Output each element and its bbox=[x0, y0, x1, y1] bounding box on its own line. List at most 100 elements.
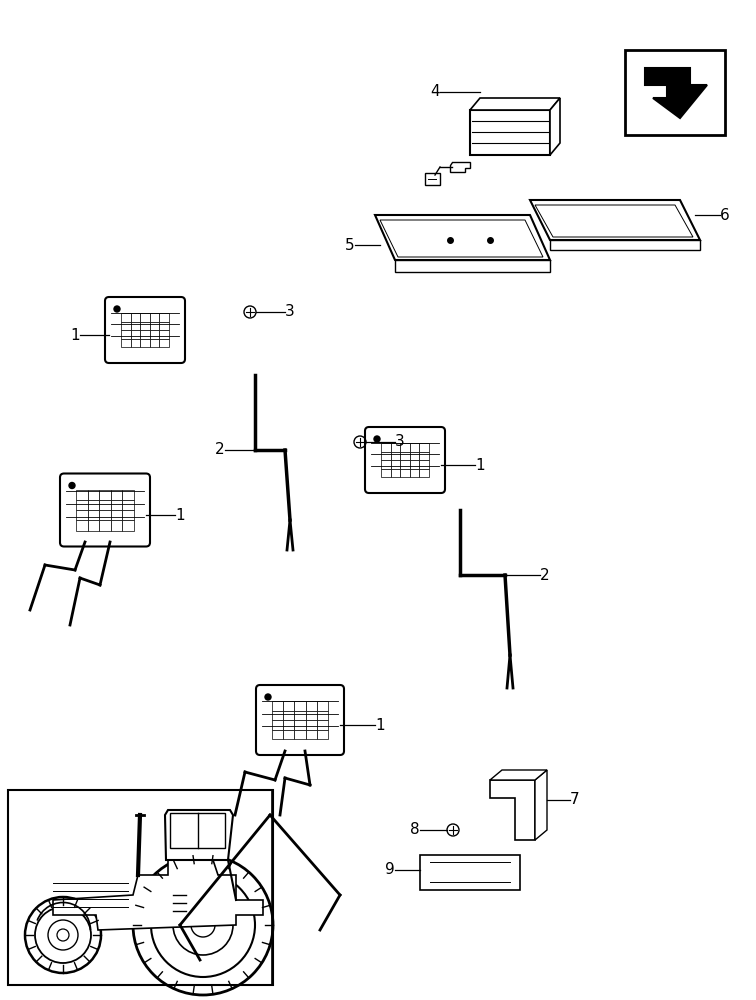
Bar bbox=[99, 489, 111, 500]
Bar bbox=[284, 720, 294, 730]
Text: 3: 3 bbox=[395, 434, 404, 450]
Bar bbox=[122, 489, 134, 500]
Circle shape bbox=[114, 306, 120, 312]
Bar bbox=[470, 110, 550, 155]
Text: 1: 1 bbox=[475, 458, 485, 473]
Bar bbox=[160, 330, 169, 338]
Circle shape bbox=[265, 694, 271, 700]
Polygon shape bbox=[450, 162, 470, 172]
FancyBboxPatch shape bbox=[60, 474, 150, 546]
FancyBboxPatch shape bbox=[365, 427, 445, 493]
Bar bbox=[284, 701, 294, 710]
Bar bbox=[140, 330, 150, 338]
Bar bbox=[150, 313, 160, 322]
Bar bbox=[122, 500, 134, 510]
Bar bbox=[111, 500, 122, 510]
Bar bbox=[121, 330, 131, 338]
Text: 8: 8 bbox=[411, 822, 420, 838]
Polygon shape bbox=[53, 860, 263, 930]
Text: 1: 1 bbox=[375, 718, 385, 732]
Polygon shape bbox=[490, 780, 535, 840]
Circle shape bbox=[69, 483, 75, 488]
Bar bbox=[160, 313, 169, 322]
Bar bbox=[8, 790, 273, 985]
Bar bbox=[317, 701, 328, 710]
Polygon shape bbox=[645, 68, 707, 118]
Bar bbox=[88, 489, 99, 500]
Bar bbox=[391, 460, 400, 468]
Bar bbox=[99, 520, 111, 530]
Bar bbox=[150, 338, 160, 347]
Bar bbox=[131, 338, 140, 347]
Bar bbox=[305, 720, 317, 730]
Bar bbox=[294, 710, 305, 720]
Bar bbox=[99, 510, 111, 520]
Bar bbox=[391, 452, 400, 460]
Bar bbox=[88, 500, 99, 510]
Bar bbox=[76, 510, 88, 520]
Bar bbox=[88, 520, 99, 530]
Text: 5: 5 bbox=[345, 237, 355, 252]
Bar bbox=[122, 510, 134, 520]
Bar bbox=[272, 730, 284, 739]
Text: 3: 3 bbox=[285, 304, 295, 320]
Bar bbox=[121, 313, 131, 322]
FancyBboxPatch shape bbox=[256, 685, 344, 755]
Bar bbox=[140, 338, 150, 347]
Bar bbox=[294, 720, 305, 730]
Circle shape bbox=[374, 436, 380, 442]
Polygon shape bbox=[550, 240, 700, 250]
Bar bbox=[160, 338, 169, 347]
Bar bbox=[294, 701, 305, 710]
Bar bbox=[99, 500, 111, 510]
Bar bbox=[317, 710, 328, 720]
Bar bbox=[305, 701, 317, 710]
Polygon shape bbox=[535, 770, 547, 840]
Text: 2: 2 bbox=[540, 568, 550, 582]
Text: 6: 6 bbox=[720, 208, 730, 223]
Bar bbox=[420, 443, 429, 452]
Bar bbox=[381, 468, 391, 477]
Bar bbox=[400, 452, 410, 460]
Bar bbox=[121, 322, 131, 330]
Bar bbox=[305, 710, 317, 720]
Bar bbox=[140, 322, 150, 330]
Bar bbox=[88, 510, 99, 520]
Bar bbox=[391, 468, 400, 477]
Polygon shape bbox=[470, 98, 560, 110]
Bar bbox=[294, 730, 305, 739]
Text: 7: 7 bbox=[570, 792, 580, 808]
Polygon shape bbox=[550, 98, 560, 155]
Bar bbox=[272, 720, 284, 730]
Bar bbox=[111, 520, 122, 530]
Bar bbox=[305, 730, 317, 739]
Bar bbox=[391, 443, 400, 452]
Bar bbox=[111, 489, 122, 500]
Bar bbox=[400, 468, 410, 477]
Bar bbox=[122, 520, 134, 530]
Bar bbox=[111, 510, 122, 520]
Polygon shape bbox=[530, 200, 700, 240]
Bar bbox=[410, 452, 420, 460]
Bar bbox=[381, 460, 391, 468]
Bar bbox=[420, 452, 429, 460]
Bar bbox=[317, 730, 328, 739]
Bar bbox=[381, 452, 391, 460]
Bar bbox=[420, 855, 520, 890]
Polygon shape bbox=[380, 220, 543, 257]
FancyBboxPatch shape bbox=[105, 297, 185, 363]
Bar bbox=[410, 468, 420, 477]
Polygon shape bbox=[375, 215, 550, 260]
Bar bbox=[284, 730, 294, 739]
Bar bbox=[150, 330, 160, 338]
Bar bbox=[121, 338, 131, 347]
Bar bbox=[410, 443, 420, 452]
Bar bbox=[317, 720, 328, 730]
Bar bbox=[160, 322, 169, 330]
Bar bbox=[284, 710, 294, 720]
Bar bbox=[140, 313, 150, 322]
Bar bbox=[150, 322, 160, 330]
Bar bbox=[76, 489, 88, 500]
Text: 1: 1 bbox=[175, 508, 184, 522]
Bar bbox=[410, 460, 420, 468]
